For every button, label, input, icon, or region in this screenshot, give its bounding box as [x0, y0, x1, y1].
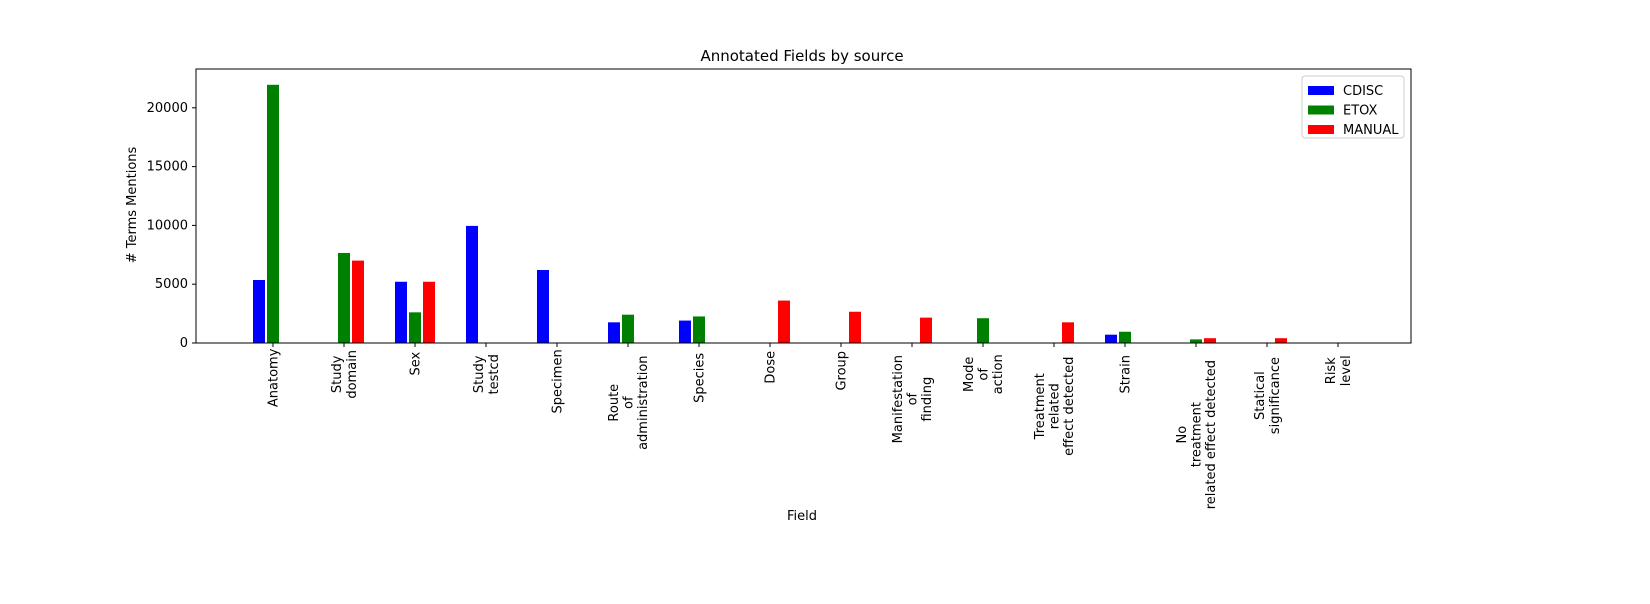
x-tick-label-line: Species	[693, 353, 708, 403]
x-tick-label: Sex	[409, 351, 424, 375]
x-tick-label-line: of	[622, 396, 637, 409]
y-tick-label: 0	[180, 336, 188, 351]
bar-etox	[408, 311, 422, 344]
legend-swatch-etox	[1308, 105, 1334, 115]
bar-etox	[266, 83, 280, 344]
bar-cdisc	[1104, 333, 1118, 344]
bar-manual	[777, 299, 791, 344]
x-axis-label: Field	[787, 509, 817, 524]
x-tick-label-line: No	[1175, 426, 1190, 444]
y-tick-label: 20000	[147, 101, 188, 116]
x-tick-label-line: Manifestation	[891, 355, 906, 443]
bar-manual	[919, 316, 933, 344]
x-tick-label-line: Risk	[1324, 357, 1339, 384]
x-tick-label: Risklevel	[1324, 355, 1354, 386]
bar-etox	[621, 313, 635, 344]
legend-label-manual: MANUAL	[1343, 123, 1399, 138]
x-tick-label-line: administration	[636, 355, 651, 449]
bar-manual	[422, 280, 436, 344]
legend-swatch-manual	[1308, 125, 1334, 134]
x-tick-label-line: Group	[835, 351, 850, 391]
x-tick-label-line: Strain	[1119, 355, 1134, 394]
x-tick-label: Anatomy	[267, 348, 282, 407]
x-tick-label-line: of	[977, 368, 992, 381]
x-tick-label-line: Statical	[1253, 371, 1268, 420]
x-tick-label-line: significance	[1268, 357, 1283, 434]
bar-cdisc	[536, 269, 550, 344]
bar-manual	[1203, 337, 1217, 344]
bar-manual	[1061, 321, 1075, 344]
x-tick-label: Routeofadministration	[607, 355, 651, 449]
bar-etox	[1189, 338, 1203, 344]
x-tick-label-line: Treatment	[1033, 373, 1048, 440]
legend: CDISC ETOX MANUAL	[1301, 75, 1405, 139]
x-tick-label-line: action	[991, 354, 1006, 394]
x-tick-label-line: Specimen	[551, 349, 566, 413]
x-tick-label-line: Anatomy	[267, 348, 282, 407]
x-tick-label-line: related effect detected	[1204, 360, 1219, 509]
bar-cdisc	[607, 321, 621, 344]
x-tick-label-line: domain	[345, 350, 360, 399]
x-tick-label: Dose	[764, 351, 779, 384]
y-tick-label: 10000	[147, 218, 188, 233]
x-tick-label: Studydomain	[330, 350, 360, 399]
x-tick-label: Strain	[1119, 355, 1134, 394]
bar-etox	[1118, 330, 1132, 344]
chart-title: Annotated Fields by source	[700, 47, 903, 65]
x-tick-label: Specimen	[551, 349, 566, 413]
x-tick-label-line: finding	[920, 377, 935, 422]
x-tick-label-line: testcd	[487, 354, 502, 394]
x-tick-label-line: Sex	[409, 351, 424, 375]
plot-frame	[195, 68, 1412, 344]
bar-cdisc	[252, 278, 266, 344]
bar-etox	[976, 317, 990, 344]
x-tick-label: Species	[693, 353, 708, 403]
x-tick-label: Group	[835, 351, 850, 391]
x-tick-label-line: Route	[607, 384, 622, 422]
x-tick-label-line: treatment	[1190, 402, 1205, 467]
x-tick-label-line: related	[1048, 383, 1063, 429]
bar-manual	[1274, 337, 1288, 344]
x-tick-label-line: effect detected	[1062, 357, 1077, 456]
bar-cdisc	[465, 224, 479, 344]
y-tick-label: 15000	[147, 160, 188, 175]
bar-etox	[692, 315, 706, 344]
x-tick-label-line: of	[906, 392, 921, 405]
bar-cdisc	[394, 280, 408, 344]
bar-manual	[351, 259, 365, 344]
x-tick-label-line: Study	[472, 355, 487, 393]
x-tick-label-line: Study	[330, 355, 345, 393]
x-tick-label: Manifestationoffinding	[891, 355, 935, 443]
y-axis-label: # Terms Mentions	[125, 146, 140, 263]
x-tick-label-line: Mode	[962, 357, 977, 392]
x-tick-label: Staticalsignificance	[1253, 357, 1283, 434]
x-tick-label: Studytestcd	[472, 354, 502, 394]
x-tick-label: Modeofaction	[962, 354, 1006, 394]
bar-cdisc	[678, 319, 692, 344]
bar-etox	[337, 251, 351, 344]
legend-label-cdisc: CDISC	[1343, 84, 1383, 99]
legend-swatch-cdisc	[1308, 86, 1334, 95]
legend-label-etox: ETOX	[1343, 104, 1378, 119]
y-tick-label: 5000	[155, 277, 188, 292]
bar-manual	[848, 310, 862, 344]
x-tick-label-line: level	[1339, 355, 1354, 386]
x-tick-label: Treatmentrelatedeffect detected	[1033, 357, 1077, 456]
x-tick-label-line: Dose	[764, 351, 779, 384]
x-tick-label: Notreatmentrelated effect detected	[1175, 360, 1219, 509]
